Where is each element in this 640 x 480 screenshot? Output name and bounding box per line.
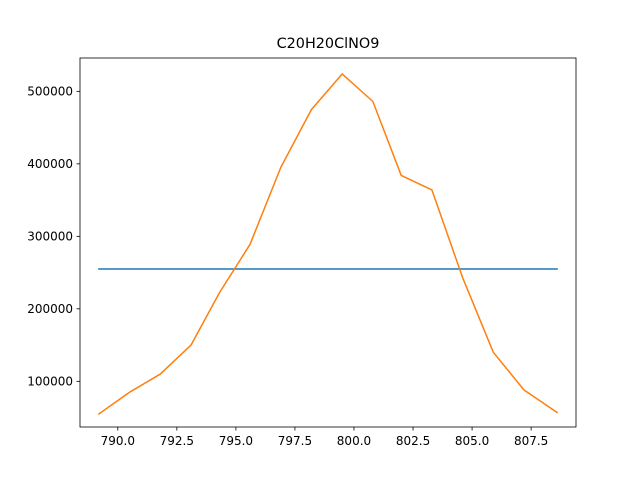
x-tick-label: 790.0 — [101, 434, 135, 448]
chart-title: C20H20ClNO9 — [277, 36, 380, 52]
plot-area: 790.0 792.5 795.0 797.5 800.0 802.5 805.0 807.5… — [27, 57, 577, 448]
x-tick-label: 792.5 — [160, 434, 194, 448]
y-tick-label: 500000 — [27, 85, 73, 99]
x-tick-label: 795.0 — [219, 434, 253, 448]
y-tick-label: 300000 — [27, 230, 73, 244]
x-tick-label: 807.5 — [514, 434, 548, 448]
x-tick-label: 805.0 — [455, 434, 489, 448]
axes-frame — [79, 57, 577, 428]
x-tick-label: 800.0 — [337, 434, 371, 448]
x-tick-label: 797.5 — [278, 434, 312, 448]
y-tick-label: 100000 — [27, 375, 73, 389]
y-tick-label: 200000 — [27, 302, 73, 316]
x-tick-label: 802.5 — [396, 434, 430, 448]
series-line-2 — [97, 73, 559, 415]
y-tick-label: 400000 — [27, 157, 73, 171]
